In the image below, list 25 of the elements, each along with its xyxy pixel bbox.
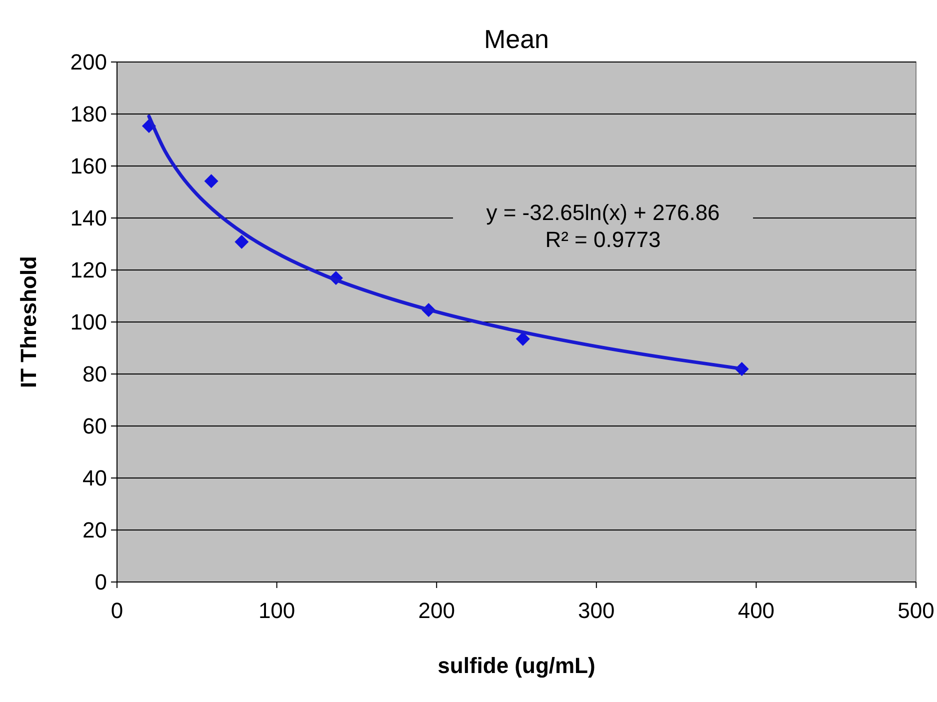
y-tick-label: 160 <box>70 154 107 179</box>
x-tick-label: 200 <box>418 598 455 623</box>
chart-title: Mean <box>484 24 550 54</box>
y-tick-label: 20 <box>82 518 107 543</box>
x-axis-title: sulfide (ug/mL) <box>438 653 596 678</box>
x-tick-label: 400 <box>738 598 775 623</box>
point <box>516 332 530 346</box>
y-tick-label: 100 <box>70 310 107 335</box>
x-tick-label: 300 <box>578 598 615 623</box>
y-tick-label: 60 <box>82 414 107 439</box>
y-tick-label: 120 <box>70 258 107 283</box>
y-axis-title: IT Threshold <box>16 256 41 388</box>
annotation: y = -32.65ln(x) + 276.86 <box>486 200 720 225</box>
x-tick-label: 100 <box>258 598 296 623</box>
x-tick-label: 0 <box>110 598 124 623</box>
annotation: R² = 0.9773 <box>545 227 661 252</box>
y-tick-label: 180 <box>70 102 107 127</box>
y-tick-label: 80 <box>82 362 107 387</box>
y-tick-label: 200 <box>70 50 107 75</box>
point <box>234 234 249 249</box>
y-tick-label: 0 <box>94 570 107 595</box>
y-tick-label: 40 <box>82 466 107 491</box>
point <box>204 174 218 188</box>
x-tick-label: 500 <box>898 598 934 623</box>
y-tick-label: 140 <box>70 206 107 231</box>
